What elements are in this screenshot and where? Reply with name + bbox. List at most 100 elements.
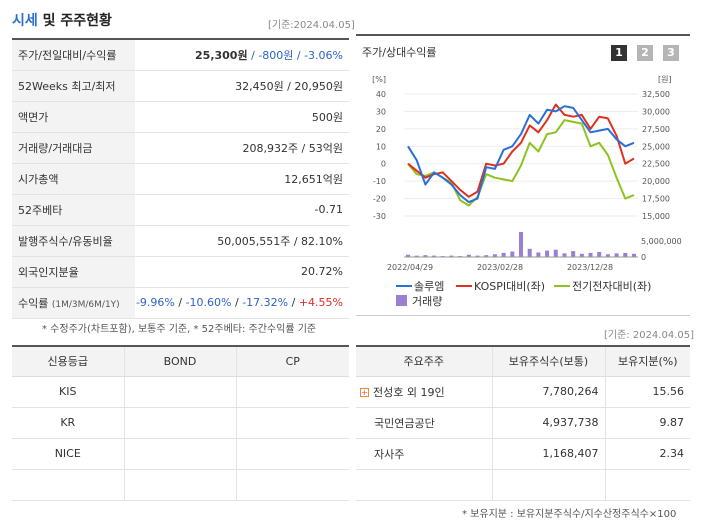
credit-bond — [124, 469, 237, 501]
quote-footnote: * 수정주가(차트포함), 보통주 기준, * 52주베타: 주간수익률 기준 — [42, 324, 317, 335]
left-axis-unit: [%] — [372, 75, 386, 84]
y-right-tick: 22,500 — [642, 160, 670, 169]
quote-value: 208,932주 / 53억원 — [135, 132, 349, 164]
holder-name[interactable]: 전성호 외 19인 — [373, 385, 445, 399]
holder-shares — [492, 469, 606, 501]
holder-ratio — [605, 469, 690, 501]
quote-table: 주가/전일대비/수익률 25,300원 / -800원 / -3.06% 52W… — [12, 38, 349, 319]
credit-header: 신용등급 — [12, 346, 125, 377]
table-row — [12, 469, 349, 501]
price-chart: [%] [원] 40 32,500 30 30,000 20 27,500 10 25,000… — [372, 75, 682, 308]
y-right-tick: 30,000 — [642, 107, 670, 116]
volume-bar — [553, 249, 558, 257]
return-1m: -9.96% — [135, 296, 175, 309]
y-left-tick: -30 — [373, 212, 386, 221]
credit-header: BOND — [124, 346, 237, 377]
y-left-tick: -10 — [373, 177, 386, 186]
holder-name: 자사주 — [356, 438, 493, 470]
table-row: + 전성호 외 19인 7,780,264 15.56 — [356, 376, 690, 408]
credit-header: CP — [236, 346, 349, 377]
volume-bar — [562, 253, 567, 257]
quote-row: 발행주식수/유동비율 50,005,551주 / 82.10% — [12, 225, 349, 257]
right-axis-unit: [원] — [658, 75, 672, 84]
volume-bar — [501, 252, 506, 257]
volume-bar — [449, 255, 454, 257]
volume-bar — [614, 253, 619, 257]
credit-agency — [12, 469, 125, 501]
quote-label: 시가총액 — [12, 163, 135, 195]
chart-title: 주가/상대수익률 — [362, 46, 437, 59]
chart-page-1-button[interactable]: 1 — [611, 45, 627, 61]
credit-cp — [236, 376, 349, 408]
quote-label: 수익률 — [18, 296, 49, 310]
holders-footnote: * 보유지분 : 보유지분주식수/지수산정주식수×100 — [462, 509, 677, 520]
volume-axis-zero: 0 — [641, 253, 646, 262]
credit-bond — [124, 438, 237, 470]
volume-bar — [536, 252, 541, 257]
y-right-tick: 27,500 — [642, 125, 670, 134]
volume-bar — [423, 255, 428, 257]
quote-label: 52주베타 — [12, 194, 135, 226]
y-left-tick: 40 — [376, 90, 386, 99]
holder-shares: 4,937,738 — [492, 407, 606, 439]
table-row: 국민연금공단 4,937,738 9.87 — [356, 407, 690, 439]
volume-bar — [571, 251, 576, 257]
credit-agency: NICE — [12, 438, 125, 470]
quote-row-price: 주가/전일대비/수익률 25,300원 / -800원 / -3.06% — [12, 39, 349, 71]
volume-bar — [414, 255, 419, 257]
y-left-tick: 10 — [376, 142, 386, 151]
holders-header: 주요주주 — [356, 346, 493, 377]
volume-bar — [510, 251, 515, 257]
y-right-tick: 32,500 — [642, 90, 670, 99]
chart-page-2-button[interactable]: 2 — [637, 45, 653, 61]
credit-bond — [124, 376, 237, 408]
holders-header: 보유주식수(보통) — [492, 346, 606, 377]
quote-row: 외국인지분율 20.72% — [12, 256, 349, 288]
volume-bar — [623, 252, 628, 257]
quote-label: 발행주식수/유동비율 — [12, 225, 135, 257]
return-1y: +4.55% — [298, 296, 343, 309]
volume-bar — [588, 252, 593, 257]
section-title: 시세 및 주주현황 — [12, 13, 112, 29]
quote-label: 52Weeks 최고/최저 — [12, 70, 135, 102]
current-price: 25,300원 — [195, 48, 248, 62]
expand-icon[interactable]: + — [360, 388, 369, 397]
credit-cp — [236, 407, 349, 439]
volume-bar — [605, 254, 610, 257]
quote-label: 외국인지분율 — [12, 256, 135, 288]
volume-bar — [632, 253, 636, 257]
holder-ratio: 2.34 — [605, 438, 690, 470]
quote-row: 액면가 500원 — [12, 101, 349, 133]
holders-header: 보유지분(%) — [605, 346, 690, 377]
quote-value: 12,651억원 — [135, 163, 349, 195]
volume-bar — [492, 254, 497, 257]
quote-row: 52Weeks 최고/최저 32,450원 / 20,950원 — [12, 70, 349, 102]
credit-base-date: [기준: 2024.04.05] — [604, 330, 695, 341]
volume-bar — [597, 252, 602, 257]
chart-page-3-button[interactable]: 3 — [663, 45, 679, 61]
volume-bar — [406, 254, 410, 257]
return-6m: -17.32% — [242, 296, 289, 309]
shareholders-table: 주요주주 보유주식수(보통) 보유지분(%) + 전성호 외 19인 7,780,… — [356, 345, 690, 501]
credit-table: 신용등급 BOND CP KIS KR NICE — [12, 345, 349, 501]
volume-bar — [475, 255, 480, 257]
legend-swatch-vol — [396, 295, 407, 306]
holder-shares: 7,780,264 — [492, 376, 606, 408]
chart-legend: 솔루엠 KOSPI대비(좌) 전기전자대비(좌) 거래량 — [396, 280, 651, 308]
table-row: KR — [12, 407, 349, 439]
holder-shares: 1,168,407 — [492, 438, 606, 470]
y-left-tick: 30 — [376, 107, 386, 116]
y-right-tick: 20,000 — [642, 177, 670, 186]
table-row: NICE — [12, 438, 349, 470]
volume-axis-label: 5,000,000 — [641, 237, 682, 246]
return-3m: -10.60% — [185, 296, 232, 309]
table-row — [356, 469, 690, 501]
y-left-tick: -20 — [373, 195, 386, 204]
quote-row: 52주베타 -0.71 — [12, 194, 349, 226]
price-change: / -800원 / -3.06% — [247, 48, 343, 62]
quote-row-returns: 수익률 (1M/3M/6M/1Y) -9.96% / -10.60% / -17… — [12, 287, 349, 319]
series-line-s1 — [407, 105, 635, 204]
volume-bar — [579, 253, 584, 257]
chart-panel: 주가/상대수익률 1 2 3 [%] [원] 40 32,500 30 30,000 2… — [356, 34, 690, 316]
y-right-tick: 25,000 — [642, 142, 670, 151]
